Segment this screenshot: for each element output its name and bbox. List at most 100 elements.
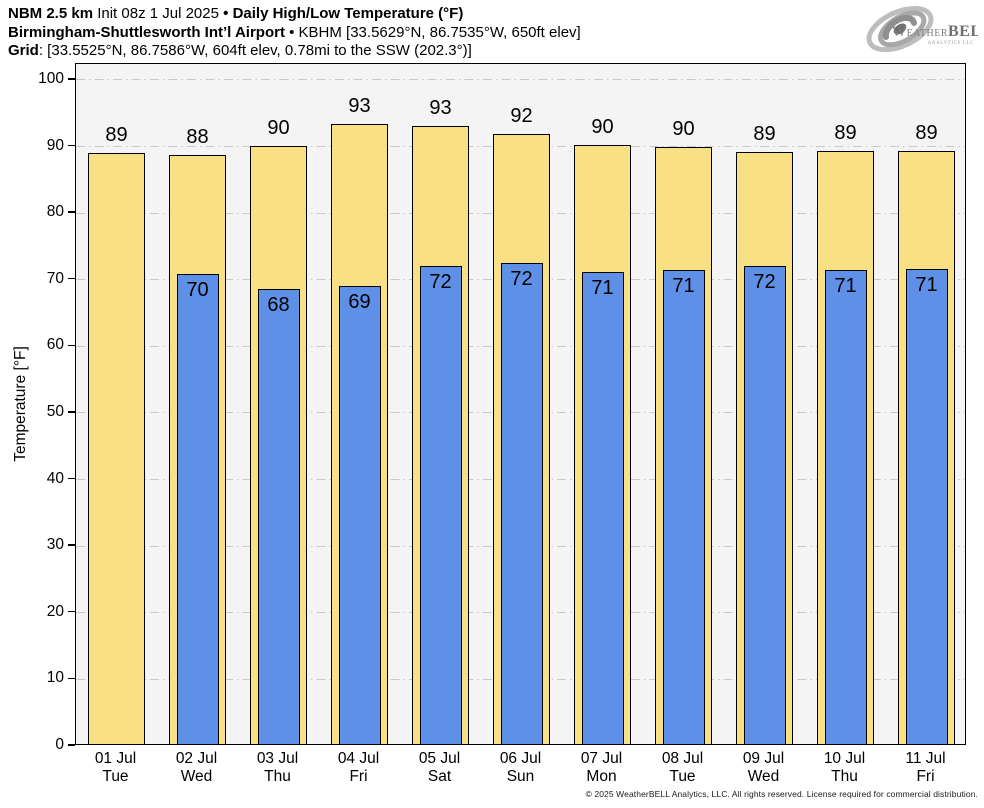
grid-label: Grid [8, 42, 39, 59]
station-coords: KBHM [33.5629°N, 86.7535°W, 650ft elev] [298, 23, 581, 41]
copyright-notice: © 2025 WeatherBELL Analytics, LLC. All r… [585, 789, 978, 799]
high-value-label: 90 [672, 118, 695, 141]
high-value-label: 89 [915, 122, 938, 145]
x-tick-date: 02 Jul [175, 750, 218, 767]
gridline [76, 79, 965, 81]
low-value-label: 72 [429, 270, 452, 293]
y-tick-mark [68, 344, 75, 347]
x-tick-date: 08 Jul [661, 750, 704, 767]
y-tick-mark [68, 278, 75, 280]
bar-low [905, 269, 948, 744]
y-tick-mark [68, 544, 75, 546]
x-tick-day: Mon [586, 768, 617, 785]
x-axis: 01 Jul Tue 02 Jul Wed 03 Jul Thu 04 Jul Fri 05 J… [75, 750, 966, 790]
grid-coords: : [33.5525°N, 86.7586°W, 604ft elev, 0.7… [38, 42, 472, 59]
bar-low [824, 269, 867, 744]
y-tick-mark [68, 477, 75, 480]
x-tick-day: Fri [349, 768, 368, 785]
high-value-label: 89 [834, 122, 857, 145]
bar-low [743, 265, 786, 744]
low-value-label: 71 [591, 276, 614, 299]
logo-subtext: ANALYTICS LLC [928, 41, 974, 46]
low-value-label: 68 [267, 294, 290, 317]
x-tick-day: Tue [669, 768, 696, 785]
x-tick-date: 07 Jul [580, 750, 623, 767]
y-tick-label: 100 [38, 69, 64, 87]
x-tick-date: 05 Jul [418, 750, 461, 767]
y-tick-label: 70 [46, 269, 64, 287]
high-value-label: 92 [510, 104, 533, 127]
bar-low [419, 265, 462, 744]
station-name: Birmingham-Shuttlesworth Int’l Airport [8, 23, 285, 41]
chart-title: Daily High/Low Temperature (°F) [232, 5, 464, 22]
y-tick-label: 30 [46, 536, 64, 554]
x-tick-day: Tue [102, 768, 129, 785]
plot-area: 89 88 70 90 68 93 69 93 72 92 72 90 71 90 71 89 72 89 71 89… [75, 63, 966, 745]
high-value-label: 88 [186, 126, 209, 149]
x-tick-label: 07 Jul Mon [561, 750, 642, 786]
y-tick-label: 60 [46, 336, 64, 354]
low-value-label: 69 [348, 290, 371, 313]
low-value-label: 72 [510, 268, 533, 291]
y-tick-label: 50 [46, 402, 64, 420]
x-tick-label: 06 Jul Sun [480, 750, 561, 786]
x-tick-date: 03 Jul [256, 750, 299, 767]
x-tick-date: 09 Jul [742, 750, 785, 767]
y-tick-mark [68, 144, 75, 147]
x-tick-label: 09 Jul Wed [723, 750, 804, 786]
bullet-separator: • [223, 5, 229, 22]
bar-low [338, 285, 381, 744]
x-tick-date: 06 Jul [499, 750, 542, 767]
y-tick-mark [68, 744, 75, 746]
x-tick-date: 04 Jul [337, 750, 380, 767]
y-tick-mark [68, 411, 75, 413]
y-tick-label: 90 [46, 136, 64, 154]
y-tick-label: 0 [55, 736, 64, 753]
init-time: Init 08z 1 Jul 2025 [97, 5, 219, 22]
y-tick-mark [68, 211, 75, 213]
bullet-separator: • [289, 23, 295, 41]
header-line-3: Grid: [33.5525°N, 86.7586°W, 604ft elev,… [8, 42, 581, 61]
chart-header: NBM 2.5 km Init 08z 1 Jul 2025 • Daily H… [8, 5, 581, 61]
weatherbell-logo: WEATHERBELL ANALYTICS LLC [862, 2, 984, 58]
high-value-label: 93 [429, 96, 452, 119]
svg-text:WEATHERBELL: WEATHERBELL [892, 23, 978, 40]
y-tick-label: 40 [46, 469, 64, 487]
high-value-label: 93 [348, 94, 371, 117]
bar-low [581, 271, 624, 744]
x-tick-label: 02 Jul Wed [156, 750, 237, 786]
header-line-2: Birmingham-Shuttlesworth Int’l Airport •… [8, 24, 581, 43]
x-tick-label: 04 Jul Fri [318, 750, 399, 786]
low-value-label: 71 [672, 274, 695, 297]
x-tick-day: Wed [747, 768, 780, 785]
x-tick-day: Thu [264, 768, 291, 785]
x-tick-date: 11 Jul [905, 750, 946, 767]
y-tick-label: 20 [46, 602, 64, 620]
x-tick-label: 11 Jul Fri [885, 750, 966, 786]
bar-low [176, 273, 219, 744]
x-tick-day: Sun [506, 768, 535, 785]
x-tick-label: 01 Jul Tue [75, 750, 156, 786]
y-tick-mark [68, 611, 75, 613]
x-tick-day: Fri [916, 768, 935, 785]
x-tick-label: 08 Jul Tue [642, 750, 723, 786]
y-tick-label: 10 [46, 669, 64, 687]
x-tick-date: 01 Jul [94, 750, 137, 767]
high-value-label: 89 [753, 122, 776, 145]
high-value-label: 90 [591, 116, 614, 139]
low-value-label: 71 [834, 274, 857, 297]
bar-low [500, 263, 543, 744]
x-tick-day: Wed [180, 768, 213, 785]
bar-low [257, 289, 300, 744]
y-tick-label: 80 [46, 203, 64, 221]
model-name: NBM 2.5 km [8, 5, 94, 22]
low-value-label: 70 [186, 278, 209, 301]
hurricane-swirl-icon: WEATHERBELL ANALYTICS LLC [866, 5, 984, 53]
bar-low [662, 269, 705, 744]
y-tick-mark [68, 677, 75, 680]
low-value-label: 71 [915, 274, 938, 297]
bar-high [88, 153, 145, 744]
y-axis-title: Temperature [°F] [12, 346, 29, 462]
